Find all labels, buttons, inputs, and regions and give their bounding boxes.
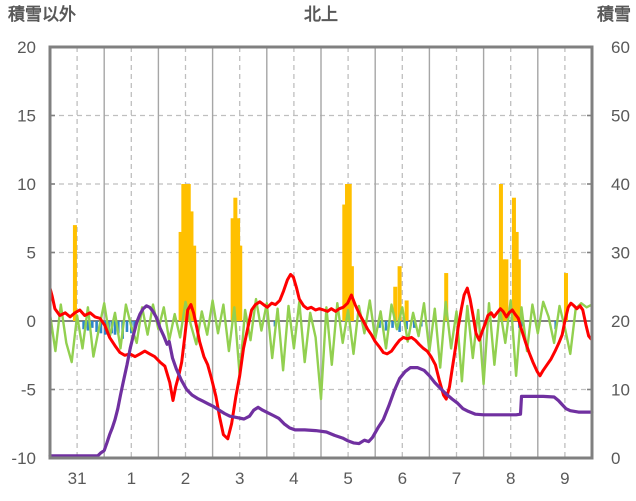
orange-snowfall-bars-bar (345, 184, 350, 321)
orange-snowfall-bars-bar (230, 218, 235, 321)
left-axis-title: 積雪以外 (8, 5, 76, 24)
blue-bars-bar (412, 321, 416, 328)
chart-title: 北上 (304, 5, 338, 24)
orange-snowfall-bars-bar (444, 273, 449, 321)
orange-snowfall-bars-bar (404, 300, 409, 321)
orange-snowfall-bars-bar (514, 231, 519, 321)
blue-bars-bar (391, 321, 394, 328)
green-line (48, 297, 594, 401)
orange-snowfall-bars-bar (178, 231, 183, 321)
blue-bars-bar (405, 321, 408, 330)
right-axis-tick-label: 60 (611, 38, 630, 57)
blue-bars-bar (82, 321, 85, 330)
orange-snowfall-bars-bar (233, 197, 238, 321)
orange-snowfall-bars-bar (181, 184, 186, 321)
left-axis-tick-label: 5 (27, 244, 36, 263)
right-axis-tick-label: 50 (611, 107, 630, 126)
right-axis-title: 積雪 (597, 5, 631, 24)
orange-snowfall-bars-bar (192, 245, 197, 321)
left-axis-tick-label: 20 (17, 38, 36, 57)
orange-snowfall-bars-bar (516, 259, 521, 321)
right-axis-tick-label: 0 (611, 449, 620, 468)
orange-snowfall-bars-bar (189, 211, 194, 321)
right-axis-tick-label: 40 (611, 175, 630, 194)
right-axis-tick-label: 30 (611, 244, 630, 263)
x-axis-day-label: 6 (398, 469, 407, 488)
left-axis-tick-label: -5 (21, 381, 36, 400)
orange-snowfall-bars-bar (511, 197, 516, 321)
orange-snowfall-bars-bar (397, 266, 402, 321)
orange-snowfall-bars-bar (501, 259, 506, 321)
left-axis-tick-label: 0 (27, 312, 36, 331)
x-axis-day-label: 1 (127, 469, 136, 488)
orange-snowfall-bars-bar (186, 184, 191, 321)
blue-bars-bar (384, 321, 388, 331)
blue-bars-bar (86, 321, 90, 331)
x-axis-day-label: 9 (560, 469, 569, 488)
orange-snowfall-bars-bar (504, 259, 509, 321)
right-axis-tick-label: 10 (611, 381, 630, 400)
orange-snowfall-bars-bar (236, 218, 241, 321)
orange-snowfall-bars-bar (498, 184, 503, 321)
x-axis-day-label: 4 (289, 469, 298, 488)
orange-snowfall-bars-bar (342, 204, 347, 321)
x-axis-day-label: 8 (506, 469, 515, 488)
orange-snowfall-bars-bar (563, 273, 568, 321)
blue-bars-bar (125, 321, 129, 332)
x-axis-day-label: 5 (343, 469, 352, 488)
orange-snowfall-bars-bar (72, 225, 77, 321)
orange-snowfall-bars-bar (347, 184, 352, 321)
right-axis-tick-label: 20 (611, 312, 630, 331)
x-axis-day-label: 31 (68, 469, 87, 488)
x-axis-day-label: 2 (181, 469, 190, 488)
orange-snowfall-bars-bar (184, 184, 189, 321)
red-line (48, 272, 593, 441)
orange-snowfall-bars-bar (393, 286, 398, 321)
blue-bars-bar (113, 321, 117, 335)
x-axis-day-label: 3 (235, 469, 244, 488)
left-axis-tick-label: 15 (17, 107, 36, 126)
blue-bars-bar (378, 321, 381, 328)
blue-bars-bar (398, 321, 401, 332)
blue-bars-bar (99, 321, 103, 334)
x-axis-day-label: 7 (452, 469, 461, 488)
orange-snowfall-bars-bar (238, 245, 243, 321)
left-axis-tick-label: 10 (17, 175, 36, 194)
blue-bars-bar (95, 321, 98, 332)
purple-snow-depth-line (48, 304, 594, 458)
blue-bars-bar (90, 321, 94, 328)
left-axis-tick-label: -10 (11, 449, 36, 468)
